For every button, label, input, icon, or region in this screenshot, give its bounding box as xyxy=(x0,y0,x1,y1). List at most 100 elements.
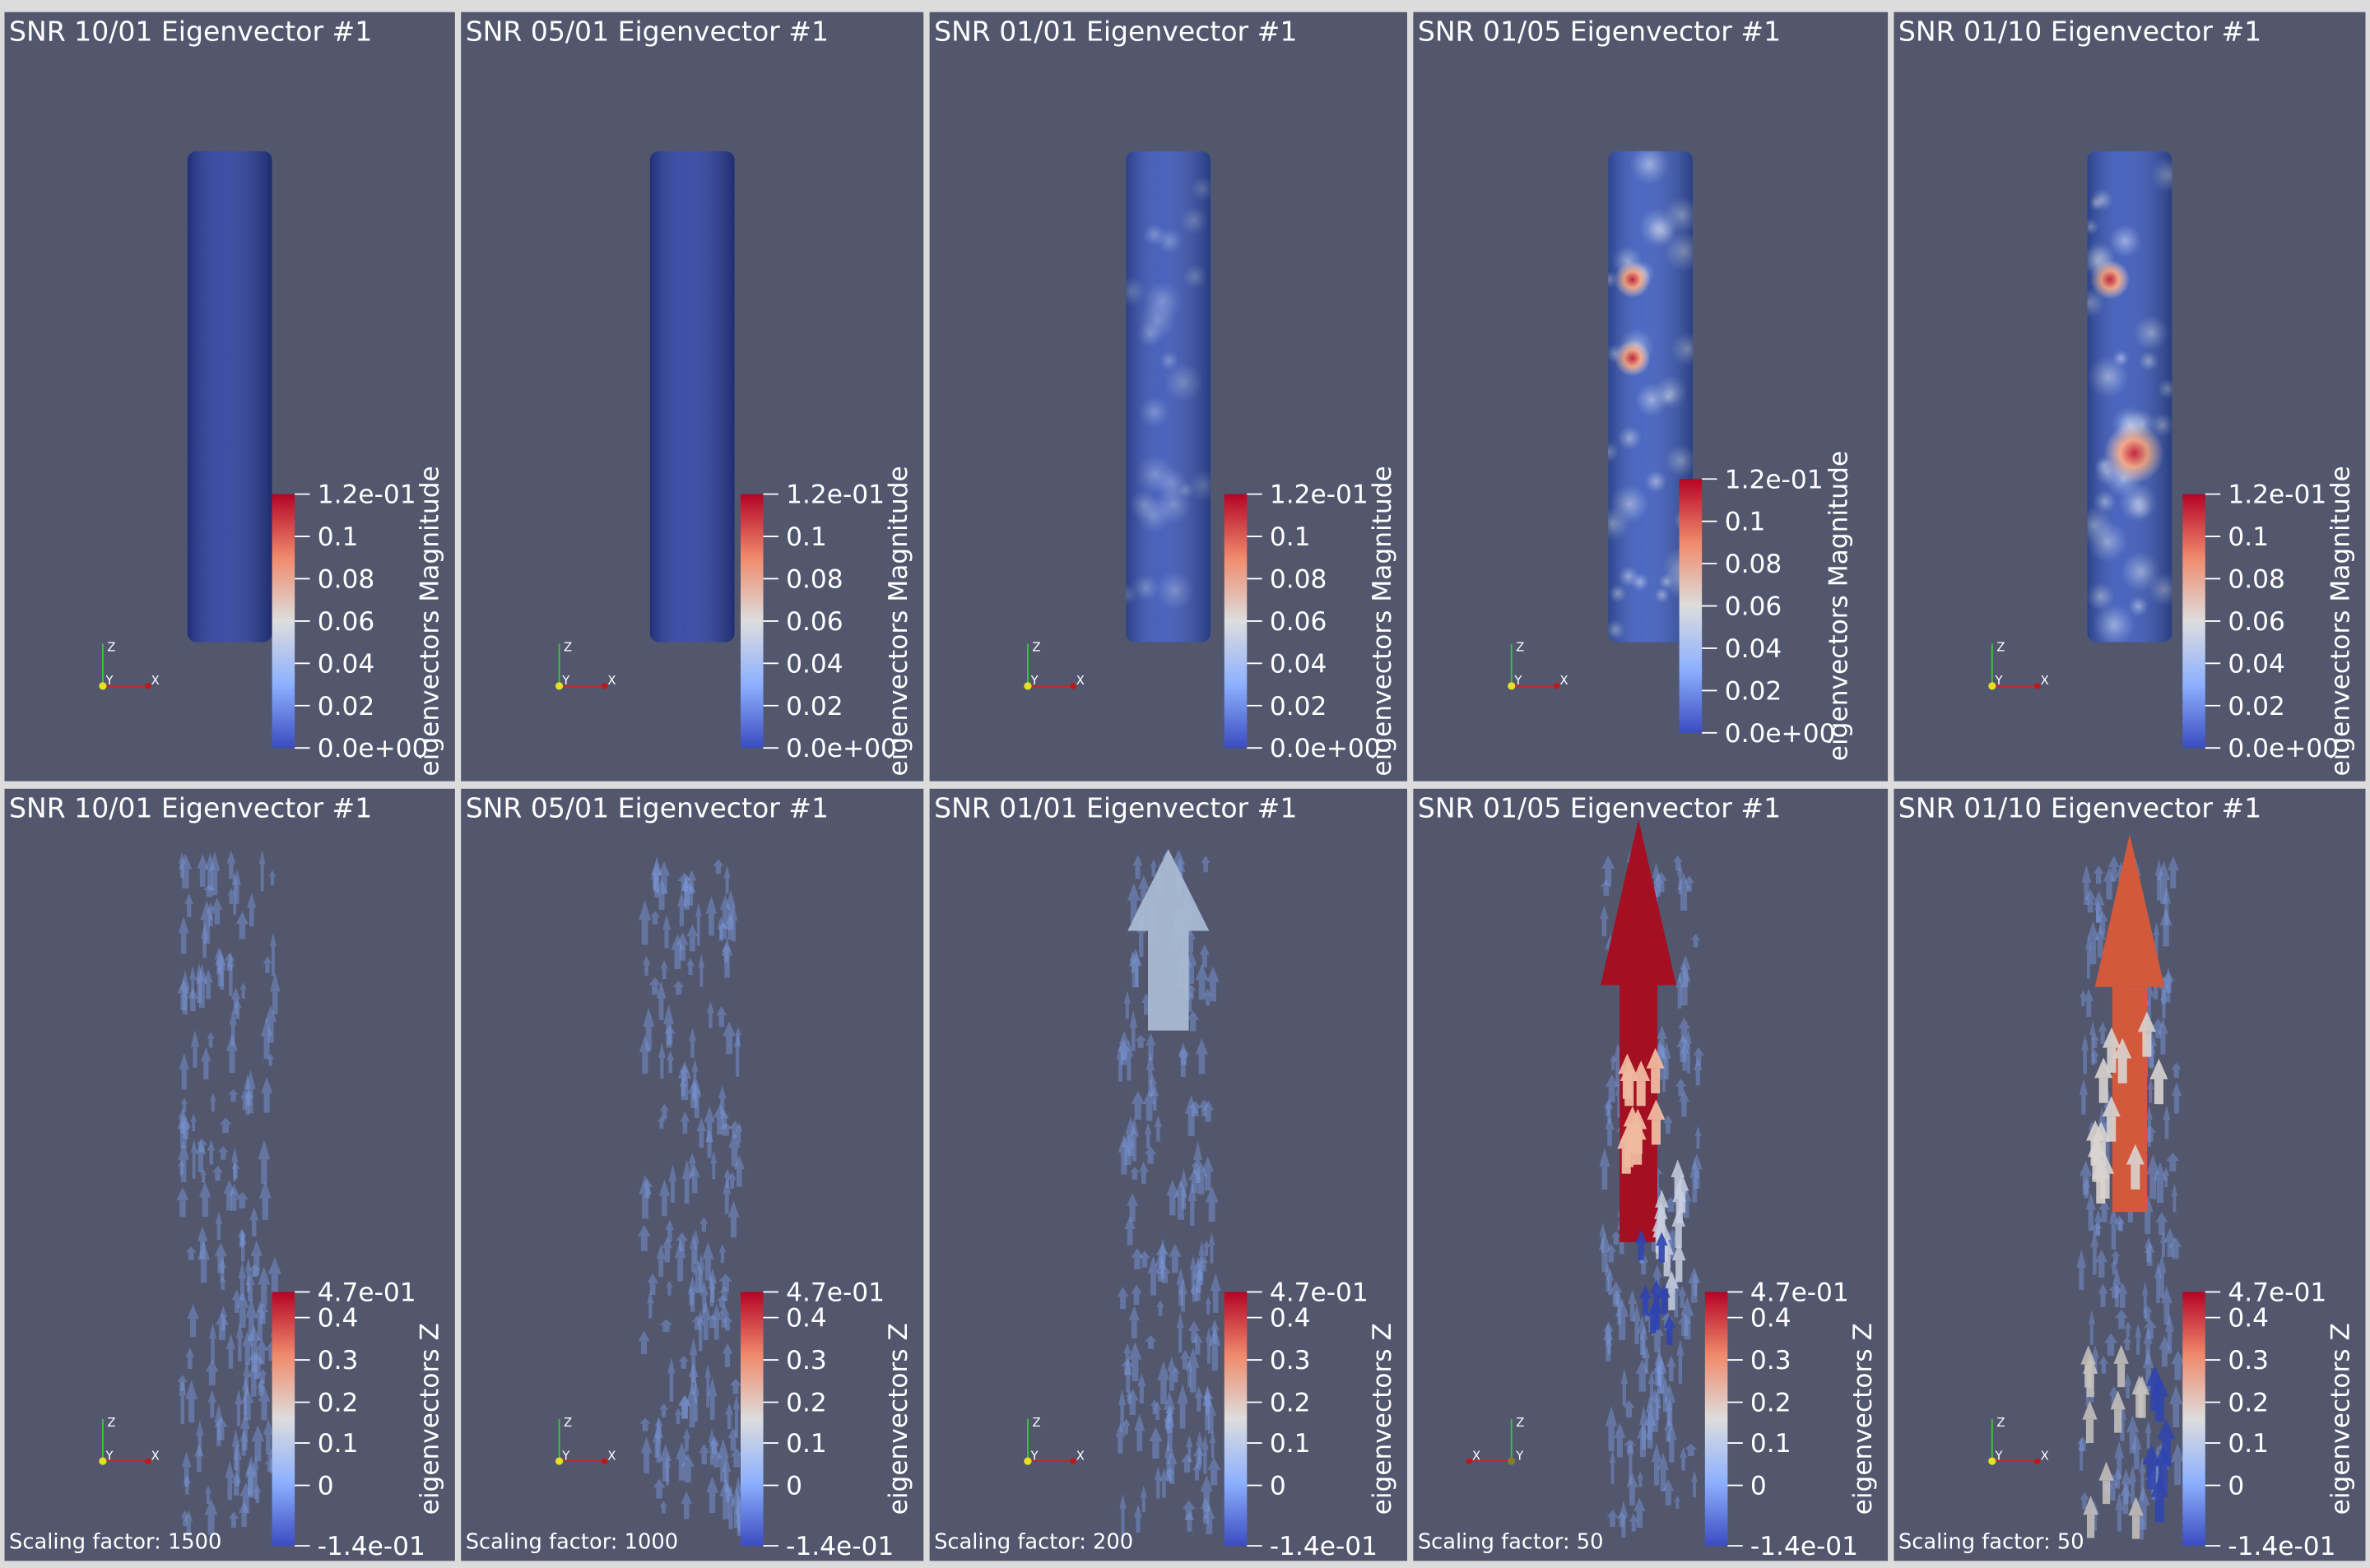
arrow-shaft xyxy=(2112,1290,2118,1299)
arrow-head xyxy=(708,1427,716,1444)
arrow-head xyxy=(1680,954,1691,970)
arrow-head xyxy=(248,1361,259,1378)
axis-x-tip xyxy=(1554,683,1560,689)
colorbar-label: 0.4 xyxy=(1270,1304,1311,1334)
colorbar-label: 0.4 xyxy=(2228,1304,2269,1334)
arrow-head xyxy=(642,955,651,965)
arrow-head xyxy=(226,951,235,968)
arrow-head xyxy=(179,1379,187,1396)
arrow-shaft xyxy=(1693,1482,1696,1498)
arrow-shaft xyxy=(1606,1107,1610,1117)
arrow-head xyxy=(1684,1444,1698,1450)
arrow-head xyxy=(1676,861,1684,875)
arrow-head xyxy=(639,1417,651,1424)
arrow-head xyxy=(729,1378,741,1386)
arrow-head xyxy=(1129,1010,1137,1028)
arrow-head xyxy=(691,1315,704,1322)
arrow-head xyxy=(2117,1218,2126,1225)
arrow-head xyxy=(1680,1447,1688,1458)
arrow-head xyxy=(207,1031,215,1039)
axis-label: Z xyxy=(1516,1416,1524,1430)
arrow-head xyxy=(250,1240,263,1256)
arrow-shaft xyxy=(709,913,714,936)
arrow-head xyxy=(1665,1270,1679,1289)
arrow-head xyxy=(1646,1395,1654,1413)
arrow-shaft xyxy=(200,1260,207,1283)
arrow-head xyxy=(733,1032,741,1047)
arrow-shaft xyxy=(1206,1304,1211,1315)
arrow-shaft xyxy=(2147,1252,2153,1266)
arrow-shaft xyxy=(682,1121,688,1134)
arrow-shaft xyxy=(1658,1246,1665,1263)
arrow-shaft xyxy=(1203,1509,1209,1524)
arrow-head xyxy=(682,875,689,889)
arrow-head xyxy=(2098,1021,2107,1032)
arrow-shaft xyxy=(2161,1349,2168,1367)
arrow-shaft xyxy=(2125,1343,2130,1351)
arrow-shaft xyxy=(2111,867,2117,882)
arrow-shaft xyxy=(662,1460,669,1482)
arrow-head xyxy=(245,1271,255,1285)
arrow-head xyxy=(1666,1355,1676,1367)
arrow-head xyxy=(1600,879,1612,887)
arrow-head xyxy=(1201,855,1211,864)
arrow-head xyxy=(1159,1237,1167,1254)
arrow-head xyxy=(1176,1312,1184,1329)
arrow-head xyxy=(1198,1241,1206,1256)
arrow-head xyxy=(2122,1336,2132,1343)
arrow-shaft xyxy=(1120,1405,1124,1432)
arrow-shaft xyxy=(666,1467,670,1486)
arrow-shaft xyxy=(1674,1292,1679,1318)
arrow-head xyxy=(219,1117,232,1125)
arrow-head xyxy=(1657,1025,1667,1039)
arrow-head xyxy=(1164,1467,1175,1474)
arrow-shaft xyxy=(696,916,700,946)
arrow-head xyxy=(686,958,695,966)
arrow-head xyxy=(679,1079,687,1087)
arrow-shaft xyxy=(215,1172,221,1181)
arrow-head xyxy=(696,1117,707,1132)
arrow-shaft xyxy=(190,1319,197,1338)
arrow-head xyxy=(2076,1436,2089,1444)
arrow-head xyxy=(2128,1464,2137,1482)
arrow-shaft xyxy=(229,967,233,996)
arrow-head xyxy=(2143,1327,2153,1344)
arrow-head xyxy=(214,1403,224,1423)
arrow-head xyxy=(217,954,226,971)
axis-origin xyxy=(1508,682,1516,690)
colorbar-label: 0.3 xyxy=(1270,1346,1311,1375)
arrow-head xyxy=(1146,1032,1156,1046)
arrow-head xyxy=(1691,1469,1698,1482)
arrow-head xyxy=(218,1257,227,1269)
arrow-shaft xyxy=(737,1522,743,1533)
arrow-head xyxy=(1601,855,1615,870)
arrow-head xyxy=(1186,1435,1193,1448)
arrow-shaft xyxy=(2118,1318,2125,1329)
arrow-head xyxy=(727,1427,739,1438)
arrow-head xyxy=(236,1291,249,1308)
arrow-head xyxy=(719,1478,732,1496)
arrow-shaft xyxy=(1187,1113,1195,1136)
arrow-shaft xyxy=(1139,1386,1144,1404)
arrow-shaft xyxy=(1192,1107,1199,1116)
arrow-shaft xyxy=(2119,1293,2126,1308)
arrow-head xyxy=(1131,1284,1142,1294)
arrow-shaft xyxy=(1616,1438,1623,1458)
arrow-head xyxy=(1203,988,1212,997)
arrow-head xyxy=(1635,1359,1649,1374)
view-background xyxy=(4,788,455,1561)
arrow-head xyxy=(702,1241,714,1260)
arrow-shaft xyxy=(724,1194,729,1214)
arrow-shaft xyxy=(2136,1337,2140,1355)
arrow-shaft xyxy=(656,1487,662,1499)
arrow-shaft xyxy=(2099,921,2106,935)
arrow-head xyxy=(2137,1011,2156,1032)
colorbar-label: 0.1 xyxy=(1725,508,1766,537)
axis-origin xyxy=(99,1457,107,1465)
arrow-shaft xyxy=(681,1079,689,1101)
arrow-shaft xyxy=(667,1287,672,1296)
arrow-head xyxy=(686,924,699,937)
arrow-shaft xyxy=(1137,1041,1144,1048)
arrow-head xyxy=(716,1295,728,1301)
arrow-head xyxy=(687,1286,695,1295)
